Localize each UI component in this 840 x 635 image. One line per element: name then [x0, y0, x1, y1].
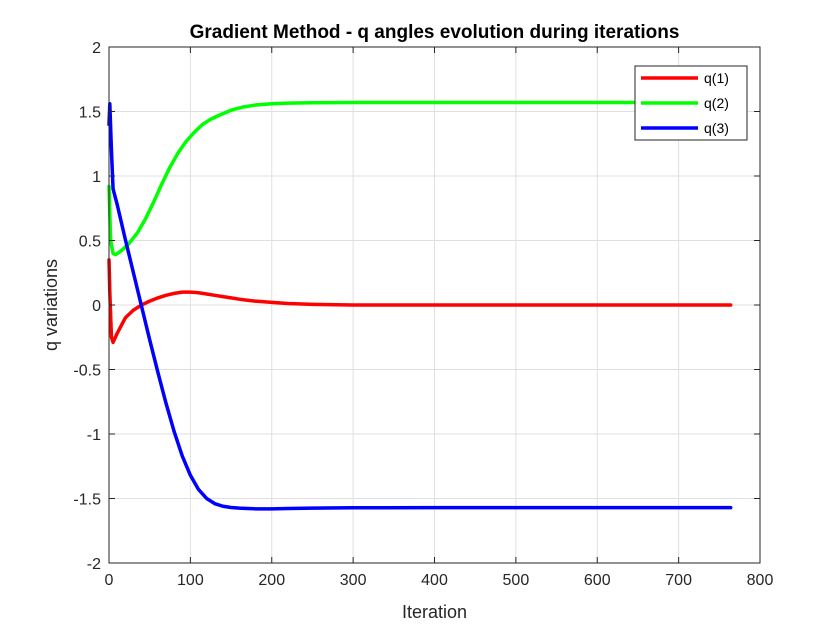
x-tick-label: 800 [747, 572, 774, 589]
y-tick-labels: -2 -1.5 -1 -0.5 0 0.5 1 1.5 2 [73, 40, 101, 573]
x-tick-label: 300 [340, 572, 367, 589]
y-tick-label: 0.5 [79, 234, 101, 251]
y-tick-label: -1.5 [73, 492, 101, 509]
x-tick-label: 200 [258, 572, 285, 589]
legend-label: q(2) [704, 95, 729, 111]
y-tick-label: 1.5 [79, 105, 101, 122]
x-tick-label: 0 [105, 572, 114, 589]
x-tick-labels: 0 100 200 300 400 500 600 700 800 [105, 572, 774, 589]
y-axis-label: q variations [41, 259, 61, 351]
legend-label: q(3) [704, 120, 729, 136]
y-tick-label: 2 [92, 40, 101, 57]
y-tick-label: -1 [87, 427, 101, 444]
y-tick-label: -0.5 [73, 363, 101, 380]
y-tick-label: 0 [92, 298, 101, 315]
legend-label: q(1) [704, 70, 729, 86]
chart-title: Gradient Method - q angles evolution dur… [190, 22, 680, 43]
series-line-q(1) [107, 258, 733, 345]
series-line-q(3) [107, 102, 733, 511]
legend: q(1) q(2) q(3) [634, 65, 748, 141]
x-tick-label: 400 [421, 572, 448, 589]
y-tick-label: -2 [87, 556, 101, 573]
y-tick-label: 1 [92, 169, 101, 186]
x-tick-label: 100 [177, 572, 204, 589]
x-axis-label: Iteration [402, 602, 467, 622]
x-tick-label: 600 [584, 572, 611, 589]
x-tick-label: 700 [665, 572, 692, 589]
x-tick-label: 500 [503, 572, 530, 589]
series-lines [107, 100, 733, 511]
ticks [108, 46, 761, 564]
